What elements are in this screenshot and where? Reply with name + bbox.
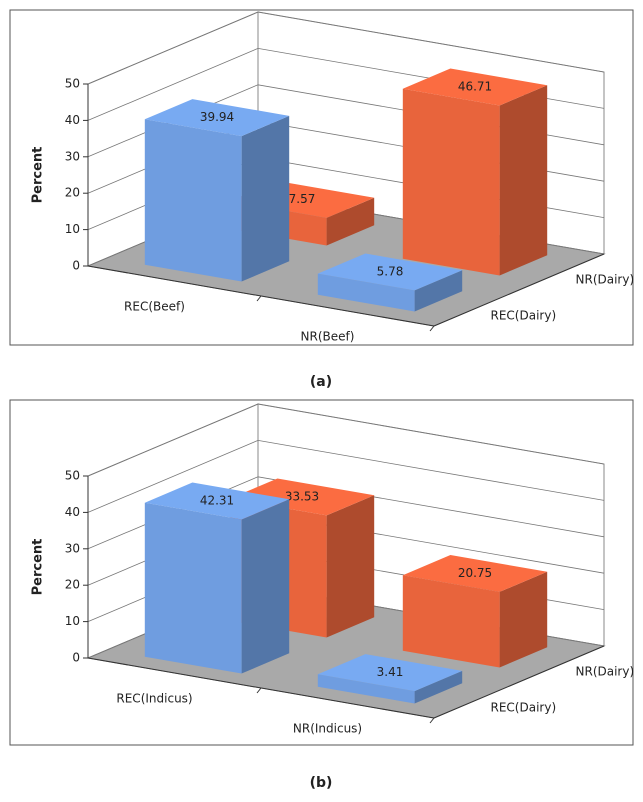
y-tick-label: 30 xyxy=(65,541,80,555)
y-tick-label: 0 xyxy=(72,651,80,665)
bar-side xyxy=(326,495,375,638)
bar-top xyxy=(144,99,290,137)
bar-top xyxy=(402,555,548,592)
bar xyxy=(317,674,415,704)
y-tick-label: 20 xyxy=(65,578,80,592)
x-tick xyxy=(256,295,262,302)
y-tick-label: 50 xyxy=(65,469,80,483)
y-tick-label: 40 xyxy=(65,505,80,519)
bar-top xyxy=(317,654,463,692)
value-label: 7.57 xyxy=(289,192,316,206)
bar-side xyxy=(241,499,290,674)
value-label: 33.53 xyxy=(285,489,319,503)
depth-tick-label: NR(Dairy) xyxy=(576,273,635,287)
x-tick-label: REC(Beef) xyxy=(124,300,185,314)
y-tick-label: 30 xyxy=(65,149,80,163)
caption: (b) xyxy=(310,775,333,791)
x-tick-label: NR(Indicus) xyxy=(293,722,362,736)
bar-top xyxy=(317,253,463,291)
depth-axis xyxy=(433,645,605,719)
bar xyxy=(144,502,242,674)
bar xyxy=(317,273,415,312)
grid-line xyxy=(87,11,605,85)
value-label: 42.31 xyxy=(200,493,234,507)
depth-tick-label: NR(Dairy) xyxy=(576,665,635,679)
x-tick-label: NR(Beef) xyxy=(301,330,355,344)
y-axis-label: Percent xyxy=(31,147,46,204)
bar-top xyxy=(144,482,290,520)
x-tick xyxy=(429,717,435,724)
grid-line xyxy=(87,403,605,477)
caption: (a) xyxy=(310,374,332,390)
value-label: 5.78 xyxy=(377,264,404,278)
y-tick-label: 20 xyxy=(65,186,80,200)
bar-side xyxy=(414,270,463,312)
bar-side xyxy=(499,85,548,276)
bar-top xyxy=(402,68,548,106)
value-label: 39.94 xyxy=(200,110,234,124)
value-label: 20.75 xyxy=(458,566,492,580)
chart: 0 10 20 30 40 50 Percent REC(Beef) NR(Beef) REC(D… xyxy=(31,11,635,344)
y-tick-label: 0 xyxy=(72,259,80,273)
y-axis-label: Percent xyxy=(31,539,46,596)
bar-side xyxy=(414,670,463,704)
depth-tick-label: REC(Dairy) xyxy=(491,701,557,715)
y-tick-label: 10 xyxy=(65,222,80,236)
bar xyxy=(144,119,242,282)
bar-side xyxy=(241,115,290,282)
bar-top xyxy=(229,478,375,516)
y-tick-label: 10 xyxy=(65,614,80,628)
depth-axis xyxy=(433,253,605,327)
grid-line xyxy=(87,476,605,550)
x-tick xyxy=(429,325,435,332)
x-tick xyxy=(256,687,262,694)
bar-side xyxy=(499,571,548,668)
x-tick-label: REC(Indicus) xyxy=(116,692,192,706)
bar xyxy=(402,575,500,668)
chart: 0 10 20 30 40 50 Percent REC(Indicus) NR(Indicus… xyxy=(31,403,635,736)
y-tick-label: 40 xyxy=(65,113,80,127)
value-label: 3.41 xyxy=(377,665,404,679)
bar xyxy=(402,88,500,276)
value-label: 46.71 xyxy=(458,79,492,93)
grid-line xyxy=(87,439,605,513)
bar-side xyxy=(326,197,375,246)
y-tick-label: 50 xyxy=(65,77,80,91)
depth-tick-label: REC(Dairy) xyxy=(491,309,557,323)
